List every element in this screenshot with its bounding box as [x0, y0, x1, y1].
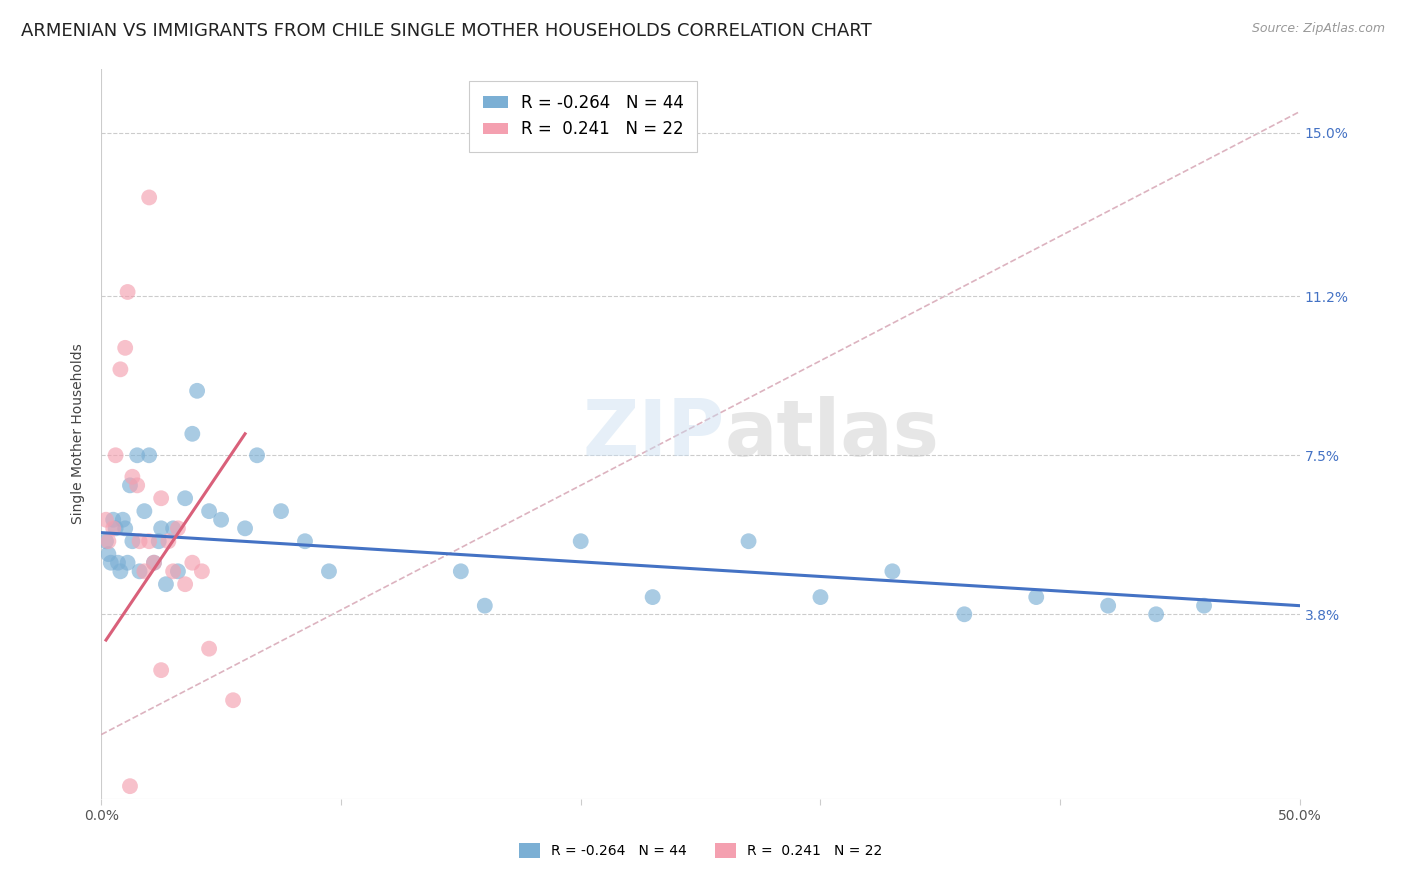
Point: [167, 564, 190, 578]
Point: [641, 590, 664, 604]
Point: [162, 564, 184, 578]
Point: [474, 599, 496, 613]
Point: [198, 641, 221, 656]
Point: [157, 534, 180, 549]
Point: [127, 448, 149, 462]
Point: [1097, 599, 1119, 613]
Point: [167, 521, 190, 535]
Point: [270, 504, 292, 518]
Text: ARMENIAN VS IMMIGRANTS FROM CHILE SINGLE MOTHER HOUSEHOLDS CORRELATION CHART: ARMENIAN VS IMMIGRANTS FROM CHILE SINGLE…: [21, 22, 872, 40]
Point: [209, 513, 232, 527]
Point: [138, 448, 160, 462]
Text: atlas: atlas: [724, 396, 939, 472]
Text: ZIP: ZIP: [582, 396, 724, 472]
Point: [1192, 599, 1215, 613]
Point: [450, 564, 472, 578]
Point: [882, 564, 904, 578]
Point: [110, 362, 132, 376]
Point: [148, 534, 170, 549]
Point: [127, 478, 149, 492]
Point: [104, 448, 127, 462]
Point: [186, 384, 208, 398]
Point: [246, 448, 269, 462]
Point: [569, 534, 592, 549]
Point: [150, 663, 173, 677]
Point: [737, 534, 759, 549]
Point: [953, 607, 976, 622]
Point: [150, 491, 173, 506]
Point: [128, 564, 150, 578]
Point: [1144, 607, 1167, 622]
Point: [111, 513, 134, 527]
Point: [294, 534, 316, 549]
Point: [97, 547, 120, 561]
Point: [104, 521, 127, 535]
Point: [114, 341, 136, 355]
Point: [100, 556, 122, 570]
Point: [198, 504, 221, 518]
Point: [134, 504, 156, 518]
Point: [138, 190, 160, 204]
Point: [118, 478, 141, 492]
Point: [94, 534, 117, 549]
Point: [97, 534, 120, 549]
Point: [107, 556, 129, 570]
Point: [118, 779, 141, 793]
Point: [103, 521, 125, 535]
Point: [143, 556, 166, 570]
Point: [233, 521, 256, 535]
Legend: R = -0.264   N = 44, R =  0.241   N = 22: R = -0.264 N = 44, R = 0.241 N = 22: [470, 80, 697, 152]
Point: [134, 564, 156, 578]
Point: [110, 564, 132, 578]
Point: [121, 534, 143, 549]
Point: [174, 577, 197, 591]
Point: [174, 491, 197, 506]
Point: [114, 521, 136, 535]
Point: [150, 521, 173, 535]
Point: [318, 564, 340, 578]
Point: [121, 469, 143, 483]
Point: [155, 577, 177, 591]
Point: [138, 534, 160, 549]
Point: [117, 285, 139, 299]
Point: [162, 521, 184, 535]
Point: [143, 556, 166, 570]
Point: [810, 590, 832, 604]
Point: [117, 556, 139, 570]
Point: [222, 693, 245, 707]
Point: [128, 534, 150, 549]
Point: [181, 556, 204, 570]
Point: [181, 426, 204, 441]
Y-axis label: Single Mother Households: Single Mother Households: [72, 343, 86, 524]
Point: [1025, 590, 1047, 604]
Point: [191, 564, 214, 578]
Text: Source: ZipAtlas.com: Source: ZipAtlas.com: [1251, 22, 1385, 36]
Point: [94, 513, 117, 527]
Point: [103, 513, 125, 527]
